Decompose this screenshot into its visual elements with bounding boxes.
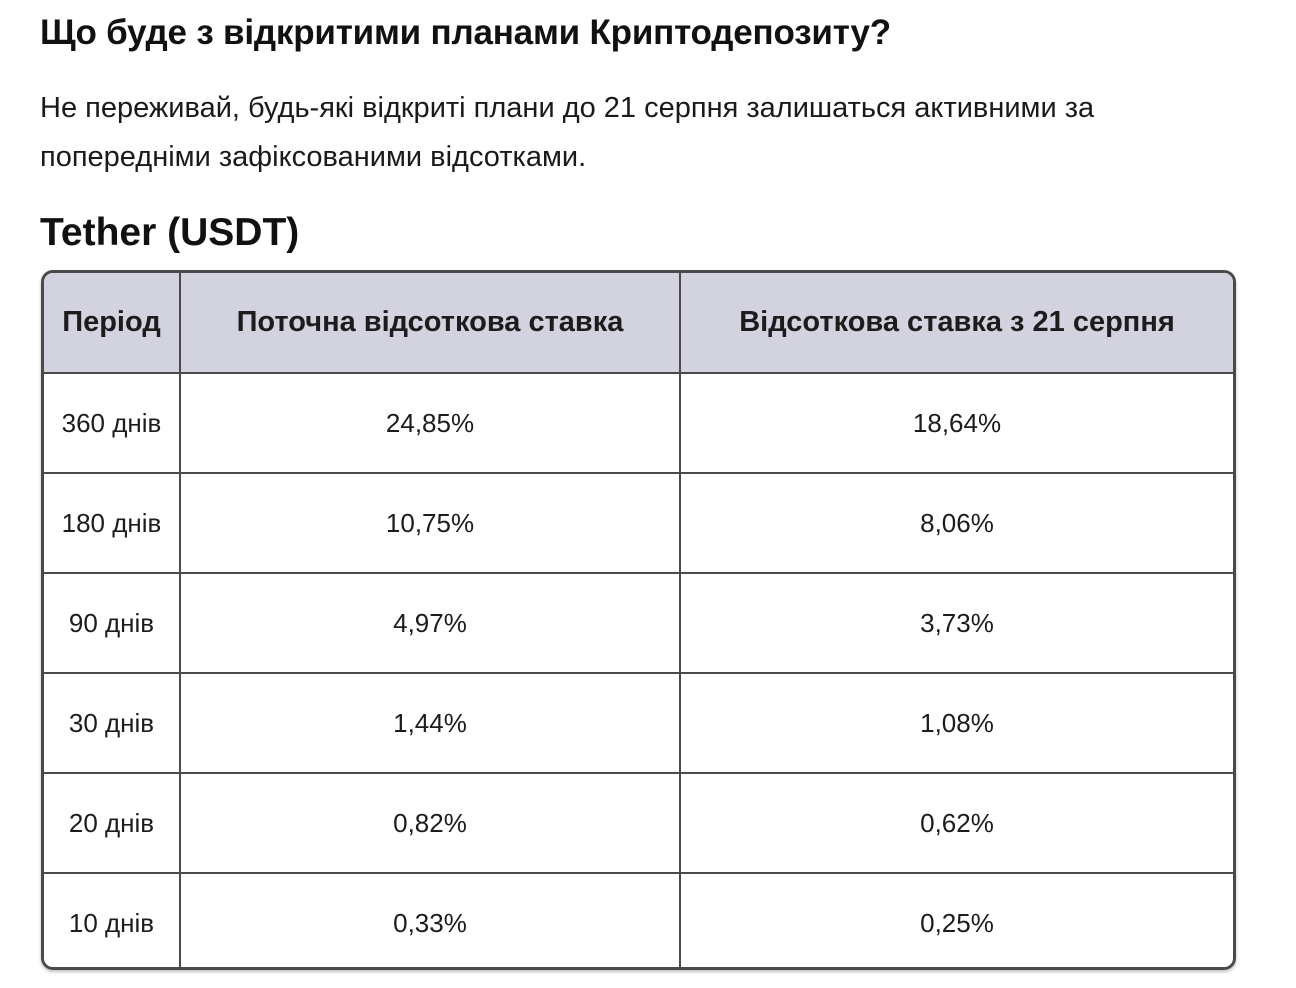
faq-answer-text: Не переживай, будь-які відкриті плани до… (40, 92, 1095, 173)
cell-current-rate: 0,33% (179, 872, 681, 967)
cell-period: 90 днів (44, 572, 181, 674)
cell-new-rate: 18,64% (679, 372, 1233, 474)
cell-period: 30 днів (44, 672, 181, 774)
rates-table: Період Поточна відсоткова ставка Відсотк… (44, 273, 1233, 967)
rates-table-container: Період Поточна відсоткова ставка Відсотк… (41, 270, 1236, 970)
header-period: Період (44, 273, 181, 374)
cell-current-rate: 1,44% (179, 672, 681, 774)
table-row: 360 днів 24,85% 18,64% (44, 372, 1233, 474)
cell-new-rate: 0,62% (679, 772, 1233, 874)
cell-period: 360 днів (44, 372, 181, 474)
cell-period: 10 днів (44, 872, 181, 967)
cell-new-rate: 1,08% (679, 672, 1233, 774)
cell-current-rate: 4,97% (179, 572, 681, 674)
cell-current-rate: 10,75% (179, 472, 681, 574)
cell-period: 180 днів (44, 472, 181, 574)
cell-new-rate: 8,06% (679, 472, 1233, 574)
header-new-rate: Відсоткова ставка з 21 серпня (679, 273, 1233, 374)
table-row: 10 днів 0,33% 0,25% (44, 872, 1233, 967)
article-content: Що буде з відкритими планами Криптодепоз… (40, 0, 1240, 258)
cell-current-rate: 0,82% (179, 772, 681, 874)
cell-current-rate: 24,85% (179, 372, 681, 474)
table-row: 180 днів 10,75% 8,06% (44, 472, 1233, 574)
header-current-rate: Поточна відсоткова ставка (179, 273, 681, 374)
table-header-row: Період Поточна відсоткова ставка Відсотк… (44, 273, 1233, 374)
cell-new-rate: 0,25% (679, 872, 1233, 967)
cell-new-rate: 3,73% (679, 572, 1233, 674)
cell-period: 20 днів (44, 772, 181, 874)
table-row: 30 днів 1,44% 1,08% (44, 672, 1233, 774)
table-row: 20 днів 0,82% 0,62% (44, 772, 1233, 874)
asset-title: Tether (USDT) (40, 211, 300, 254)
faq-question-heading: Що буде з відкритими планами Криптодепоз… (40, 13, 891, 52)
table-row: 90 днів 4,97% 3,73% (44, 572, 1233, 674)
